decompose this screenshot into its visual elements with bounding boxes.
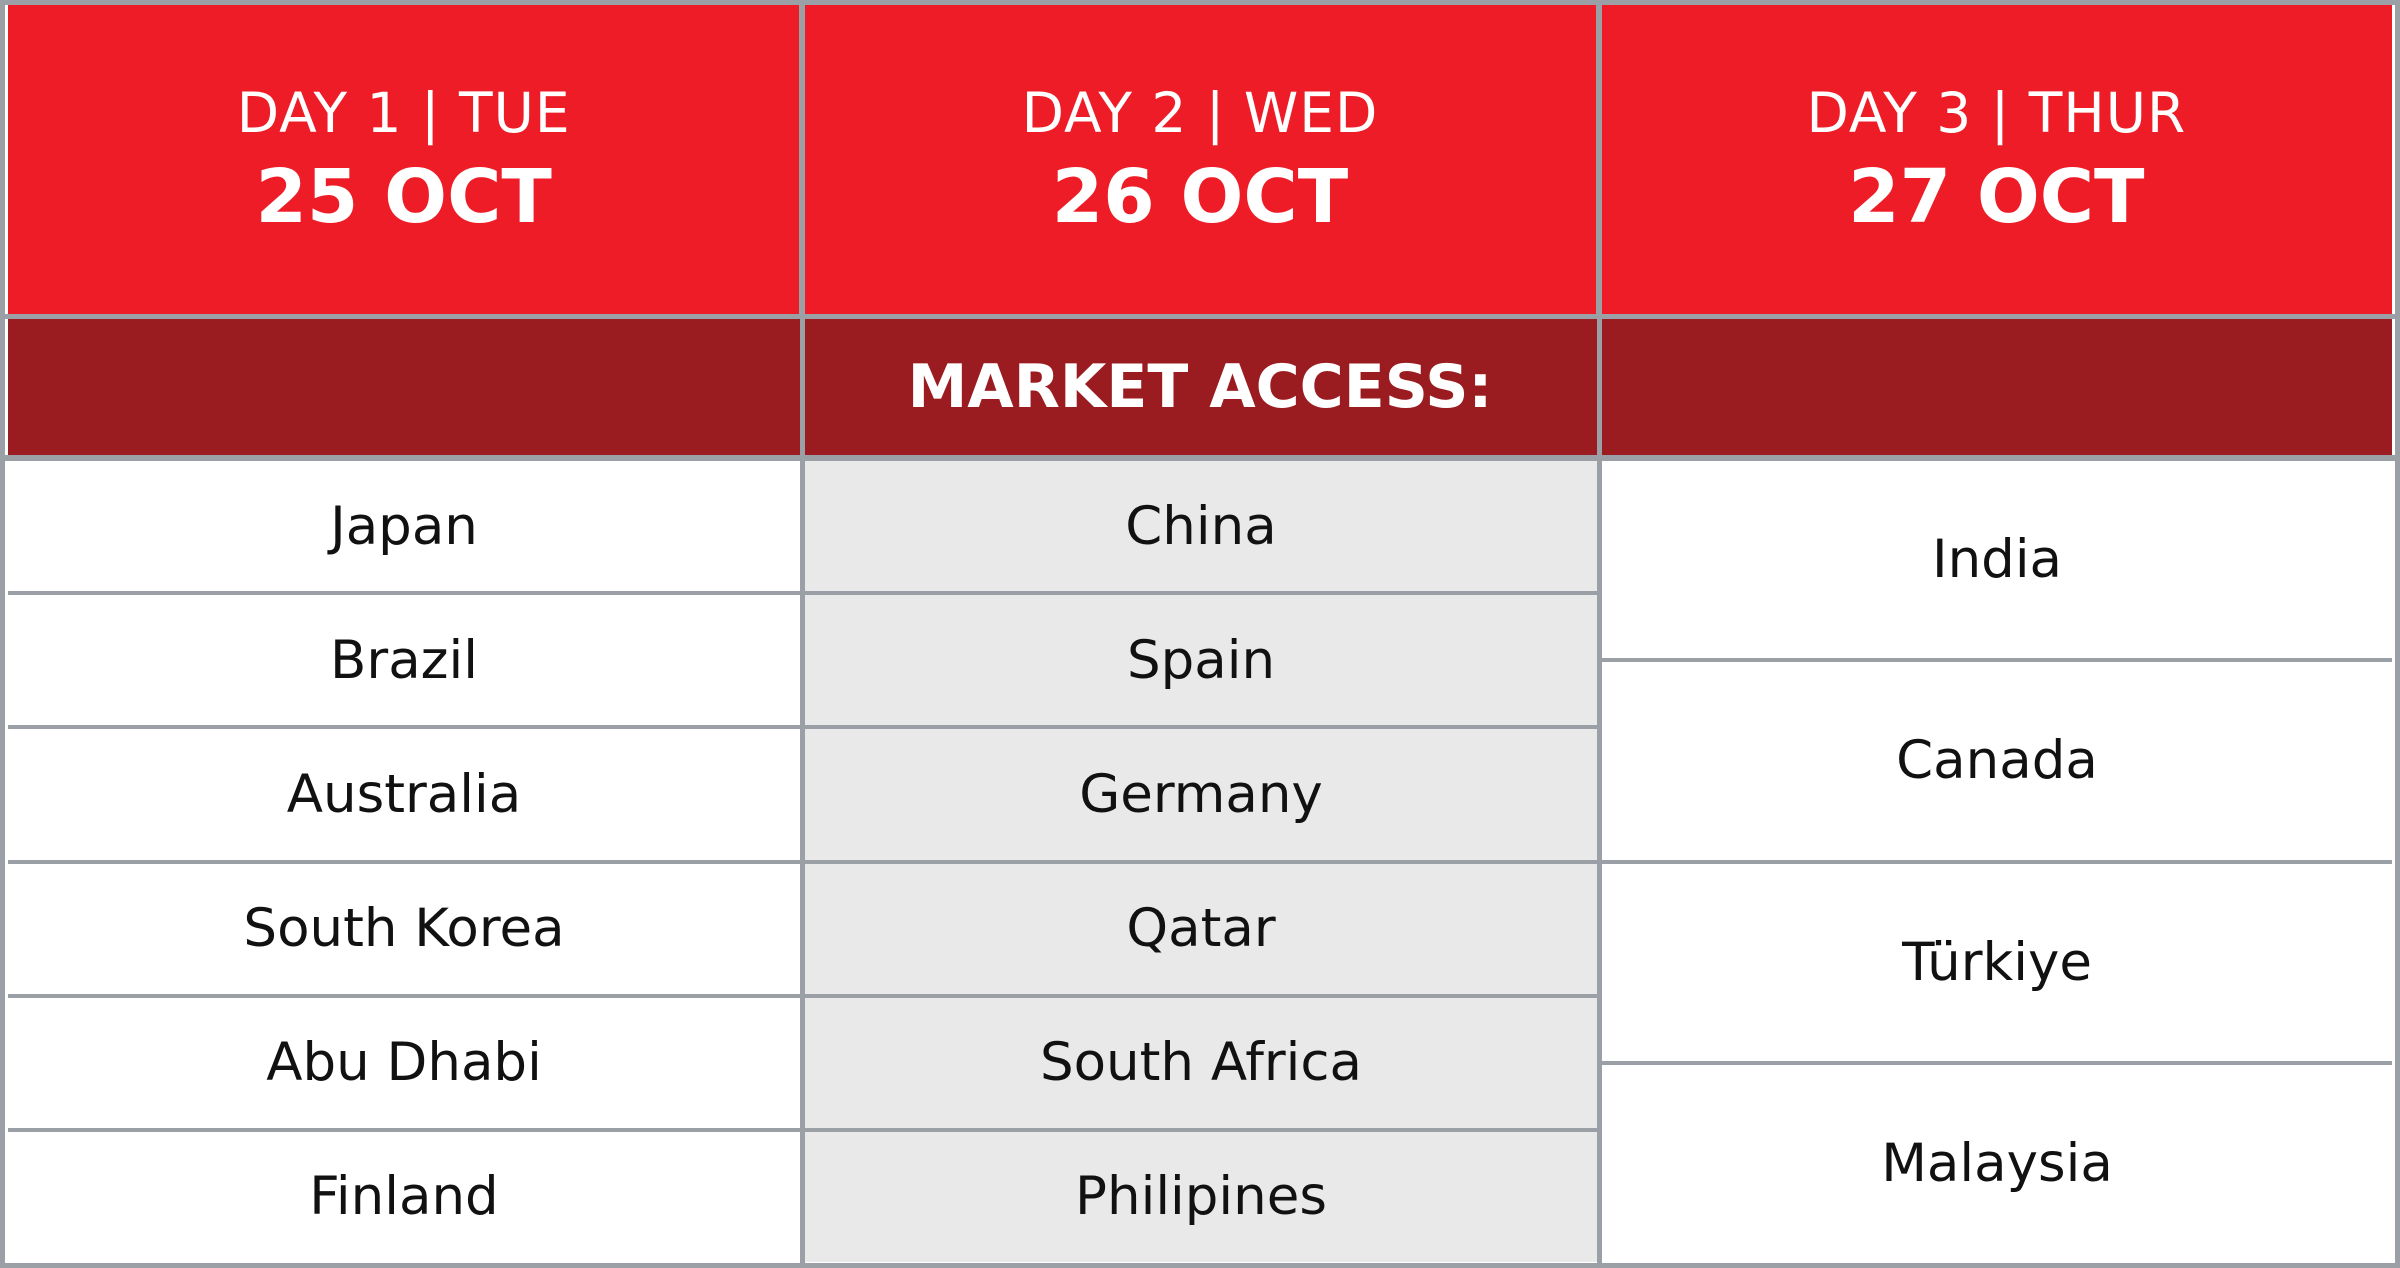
market-cell: China (805, 461, 1597, 596)
day-header-1: DAY 1 | TUE 25 OCT (8, 5, 805, 314)
day-label: DAY 2 | WED (1021, 81, 1379, 145)
market-cell: Japan (8, 461, 800, 596)
market-cell: Germany (805, 729, 1597, 864)
market-cell: Abu Dhabi (8, 998, 800, 1132)
day-date: 27 OCT (1848, 154, 2145, 240)
market-cell: South Korea (8, 864, 800, 998)
day-label: DAY 1 | TUE (236, 81, 571, 145)
day-header-2: DAY 2 | WED 26 OCT (804, 5, 1601, 314)
market-cell: Philipines (1075, 1166, 1327, 1228)
day-date: 25 OCT (255, 154, 552, 240)
market-cell: Finland (309, 1166, 499, 1228)
market-cell: Malaysia (1881, 1132, 2113, 1194)
market-cell: Canada (1602, 662, 2392, 864)
market-cell: South Africa (805, 998, 1597, 1132)
section-title: MARKET ACCESS: (8, 319, 2392, 455)
day-1-markets: Japan Brazil Australia South Korea Abu D… (8, 461, 800, 1262)
market-cell: Spain (805, 595, 1597, 730)
market-cell: Qatar (805, 864, 1597, 998)
day-2-markets: China Spain Germany Qatar South Africa P… (805, 461, 1597, 1262)
day-3-markets: India Canada Türkiye Malaysia (1602, 461, 2392, 1262)
market-cell: Brazil (8, 595, 800, 730)
market-cell: Türkiye (1602, 864, 2392, 1065)
column-divider (1597, 0, 1602, 1268)
day-date: 26 OCT (1051, 154, 1349, 240)
day-label: DAY 3 | THUR (1806, 81, 2187, 145)
market-cell: Australia (8, 729, 800, 864)
day-header-3: DAY 3 | THUR 27 OCT (1601, 5, 2392, 314)
divider (0, 314, 2400, 319)
column-divider (800, 0, 805, 1268)
day-header-row: DAY 1 | TUE 25 OCT DAY 2 | WED 26 OCT DA… (8, 5, 2392, 314)
divider (0, 455, 2400, 461)
market-cell: India (1602, 461, 2392, 663)
